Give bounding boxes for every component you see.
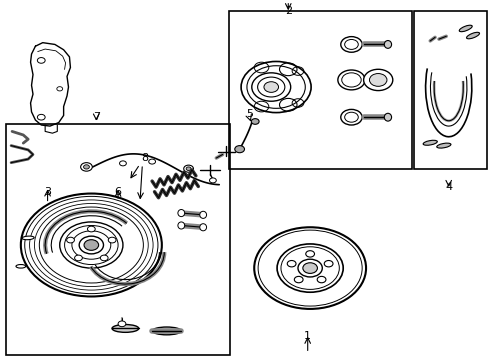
Bar (413, 11, 486, 169)
Ellipse shape (178, 222, 184, 229)
Circle shape (21, 194, 162, 297)
Ellipse shape (466, 32, 479, 39)
Ellipse shape (458, 25, 471, 32)
Circle shape (84, 240, 99, 250)
Circle shape (83, 165, 89, 169)
Ellipse shape (436, 143, 450, 148)
Circle shape (317, 276, 325, 283)
Circle shape (302, 263, 317, 273)
Circle shape (286, 261, 295, 267)
Ellipse shape (22, 236, 34, 240)
Text: 3: 3 (44, 187, 51, 197)
Circle shape (337, 70, 365, 90)
Circle shape (363, 69, 392, 91)
Circle shape (251, 119, 259, 124)
Text: 7: 7 (92, 112, 100, 122)
Circle shape (340, 37, 362, 52)
Circle shape (324, 261, 332, 267)
Ellipse shape (112, 324, 139, 332)
Circle shape (264, 82, 278, 93)
Circle shape (148, 159, 155, 164)
Text: 4: 4 (444, 183, 451, 193)
Bar (228, 11, 411, 169)
Circle shape (100, 255, 108, 261)
Circle shape (79, 236, 103, 254)
Ellipse shape (384, 41, 391, 48)
Circle shape (81, 163, 92, 171)
Circle shape (87, 226, 95, 232)
Circle shape (66, 237, 74, 243)
Ellipse shape (200, 211, 206, 219)
Circle shape (234, 145, 244, 153)
Ellipse shape (200, 224, 206, 231)
Circle shape (340, 109, 362, 125)
Circle shape (305, 251, 314, 257)
Circle shape (119, 161, 126, 166)
Circle shape (209, 178, 216, 183)
Circle shape (254, 227, 366, 309)
Circle shape (183, 165, 193, 172)
Text: 2: 2 (284, 6, 291, 16)
Circle shape (118, 321, 125, 327)
Ellipse shape (152, 327, 181, 335)
Circle shape (369, 73, 386, 86)
Circle shape (186, 167, 191, 170)
Ellipse shape (422, 140, 436, 145)
Text: 1: 1 (304, 331, 310, 341)
Circle shape (108, 237, 116, 243)
Circle shape (75, 255, 82, 261)
Circle shape (241, 62, 310, 113)
Ellipse shape (16, 265, 26, 268)
Text: 8: 8 (141, 153, 148, 163)
Circle shape (294, 276, 303, 283)
Ellipse shape (178, 210, 184, 217)
Bar (6, 124, 229, 355)
Ellipse shape (384, 113, 391, 121)
Text: 5: 5 (245, 109, 252, 119)
Circle shape (297, 259, 322, 277)
Text: 6: 6 (114, 187, 122, 197)
